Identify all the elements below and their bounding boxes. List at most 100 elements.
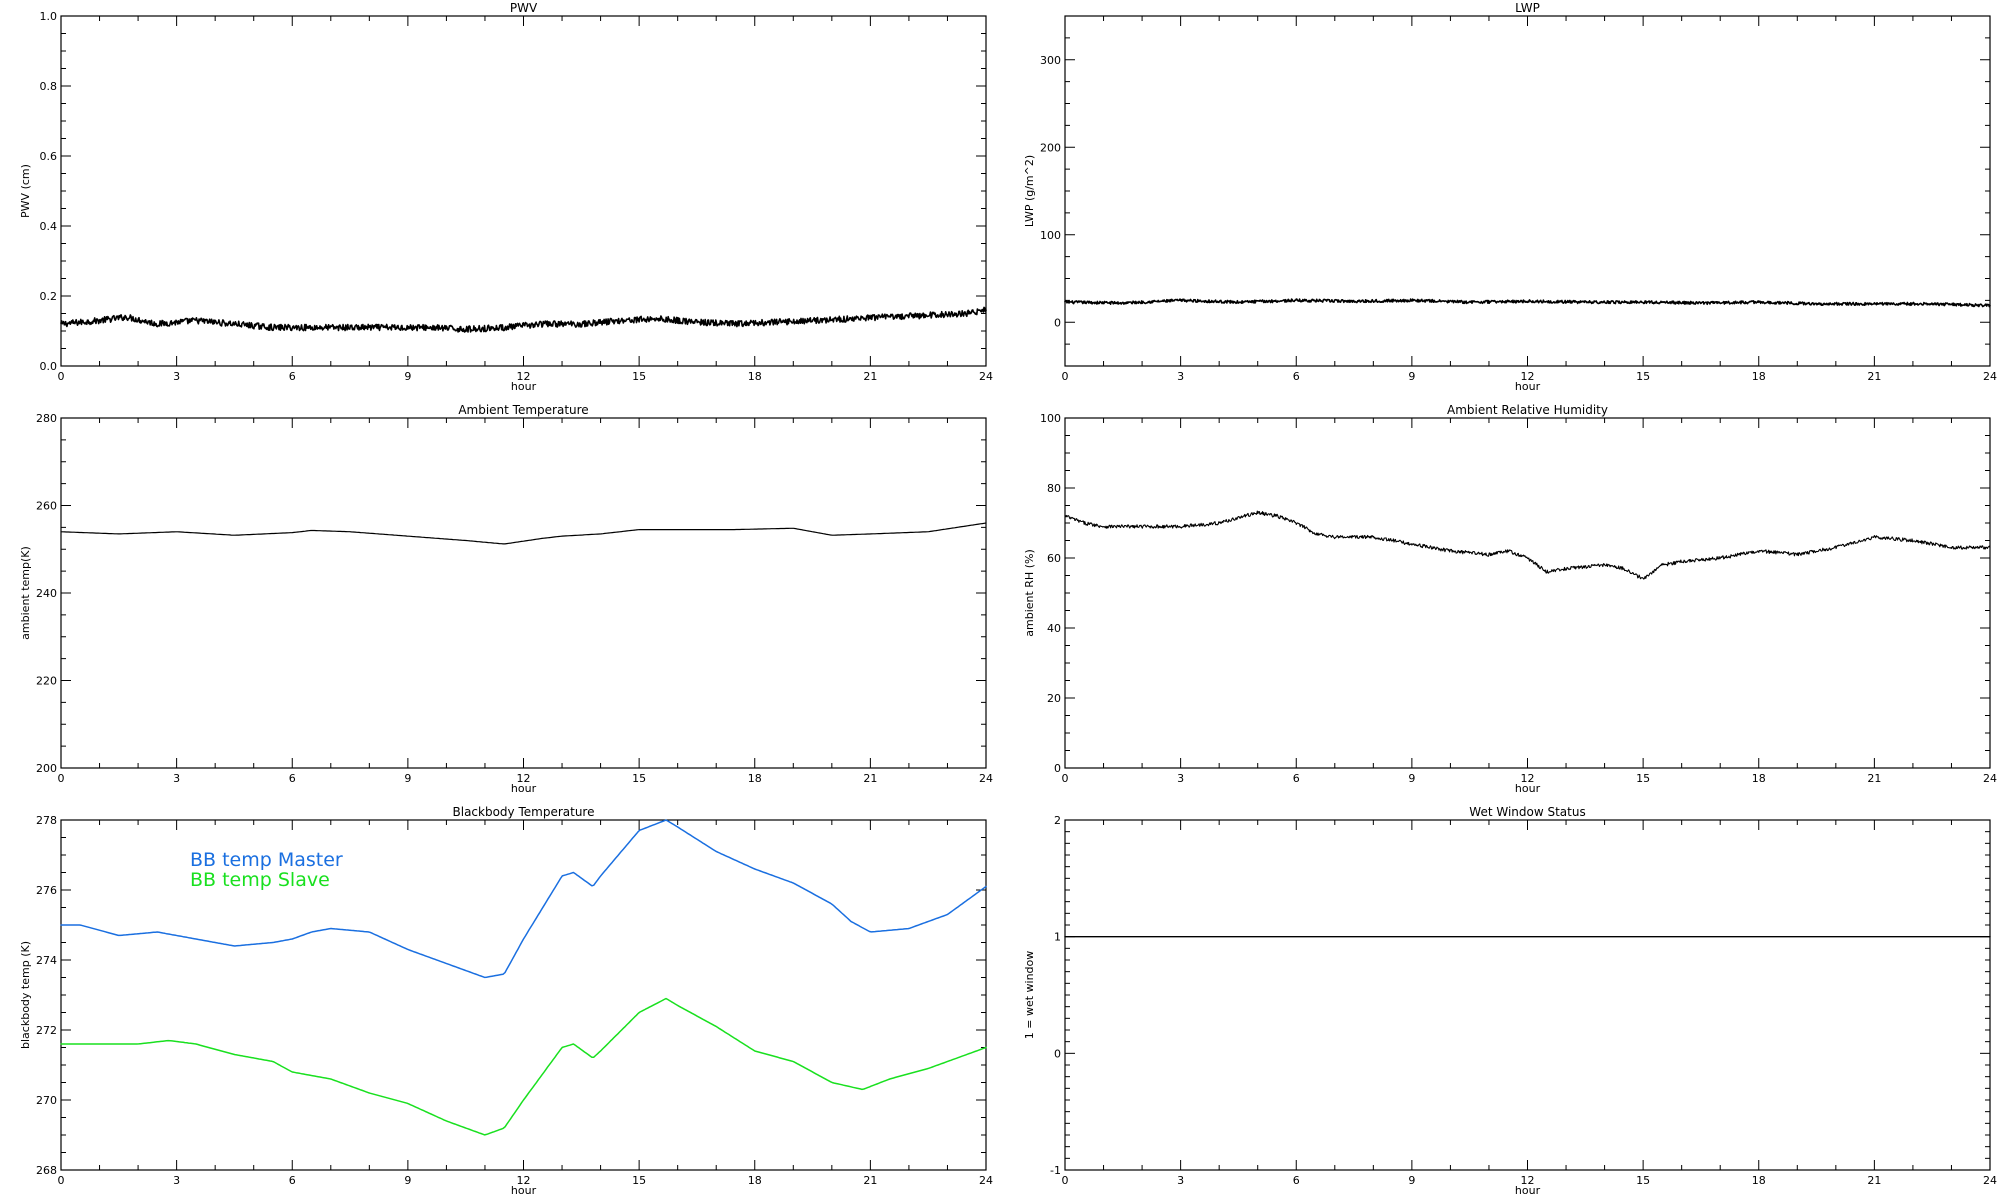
x-tick-label: 12 bbox=[517, 772, 531, 785]
series-line-lwp bbox=[1064, 298, 1991, 308]
y-tick-label: 240 bbox=[36, 587, 57, 600]
y-tick-label: 200 bbox=[1040, 141, 1061, 154]
legend-entry: BB temp Slave bbox=[190, 869, 330, 891]
x-tick-label: 21 bbox=[863, 370, 877, 383]
x-tick-label: 18 bbox=[1752, 370, 1766, 383]
x-tick-label: 9 bbox=[1408, 772, 1415, 785]
y-tick-label: 100 bbox=[1040, 229, 1061, 242]
x-tick-label: 0 bbox=[1062, 370, 1069, 383]
x-tick-label: 21 bbox=[1867, 370, 1881, 383]
chart-title: Blackbody Temperature bbox=[453, 805, 595, 819]
chart-title: Ambient Temperature bbox=[458, 403, 588, 417]
chart-pwv: PWV 0 3 6 9 12 15 18 21 24 0.0 0.2 0.4 0.6 0.8 1.0 hour P… bbox=[19, 1, 993, 393]
series-line-ambient-rh bbox=[1064, 510, 1991, 580]
x-tick-label: 24 bbox=[979, 772, 993, 785]
x-tick-label: 0 bbox=[1062, 1174, 1069, 1187]
y-tick-label: 0 bbox=[1054, 762, 1061, 775]
y-axis-label: ambient temp(K) bbox=[19, 546, 32, 640]
y-tick-label: 0.2 bbox=[40, 290, 58, 303]
y-tick-label: 280 bbox=[36, 412, 57, 425]
x-tick-label: 6 bbox=[289, 370, 296, 383]
x-tick-label: 9 bbox=[1408, 370, 1415, 383]
y-tick-label: 220 bbox=[36, 675, 57, 688]
x-tick-label: 12 bbox=[1521, 370, 1535, 383]
x-axis-label: hour bbox=[511, 782, 537, 795]
x-tick-label: 15 bbox=[632, 1174, 646, 1187]
x-axis-label: hour bbox=[1515, 782, 1541, 795]
x-axis-label: hour bbox=[1515, 380, 1541, 393]
y-tick-label: 20 bbox=[1047, 692, 1061, 705]
x-tick-label: 9 bbox=[404, 1174, 411, 1187]
y-tick-label: 100 bbox=[1040, 412, 1061, 425]
x-tick-label: 6 bbox=[1293, 370, 1300, 383]
x-tick-label: 21 bbox=[1867, 1174, 1881, 1187]
y-axis-label: LWP (g/m^2) bbox=[1023, 155, 1036, 227]
x-tick-label: 0 bbox=[58, 370, 65, 383]
legend-entry: BB temp Master bbox=[190, 849, 343, 871]
chart-title: Ambient Relative Humidity bbox=[1447, 403, 1608, 417]
y-tick-label: 80 bbox=[1047, 482, 1061, 495]
x-tick-label: 9 bbox=[1408, 1174, 1415, 1187]
chart-blackbody-temp: Blackbody Temperature 0 3 6 9 12 15 18 21 24 268 27… bbox=[19, 805, 993, 1197]
x-tick-label: 12 bbox=[517, 370, 531, 383]
x-tick-label: 9 bbox=[404, 772, 411, 785]
series-line-pwv bbox=[60, 306, 987, 333]
x-tick-label: 15 bbox=[1636, 370, 1650, 383]
chart-ambient-rh: Ambient Relative Humidity 0 3 6 9 12 15 18 21 24 0… bbox=[1023, 403, 1997, 795]
x-tick-label: 3 bbox=[1177, 1174, 1184, 1187]
y-tick-label: 278 bbox=[36, 814, 57, 827]
y-tick-label: 0.6 bbox=[40, 150, 58, 163]
y-tick-label: 60 bbox=[1047, 552, 1061, 565]
y-tick-label: 272 bbox=[36, 1024, 57, 1037]
y-tick-label: 40 bbox=[1047, 622, 1061, 635]
x-tick-label: 3 bbox=[173, 772, 180, 785]
x-tick-label: 18 bbox=[748, 370, 762, 383]
x-tick-label: 0 bbox=[1062, 772, 1069, 785]
x-tick-label: 21 bbox=[863, 1174, 877, 1187]
y-axis-label: 1 = wet window bbox=[1023, 951, 1036, 1040]
y-tick-label: 260 bbox=[36, 500, 57, 513]
y-tick-label: 0 bbox=[1054, 316, 1061, 329]
series-line-ambient-temp bbox=[60, 522, 987, 545]
x-tick-label: 15 bbox=[1636, 772, 1650, 785]
y-tick-label: 268 bbox=[36, 1164, 57, 1177]
x-tick-label: 12 bbox=[517, 1174, 531, 1187]
x-tick-label: 24 bbox=[1983, 370, 1997, 383]
x-tick-label: 24 bbox=[1983, 772, 1997, 785]
x-tick-label: 12 bbox=[1521, 772, 1535, 785]
x-tick-label: 24 bbox=[979, 1174, 993, 1187]
y-tick-label: 1 bbox=[1054, 931, 1061, 944]
x-tick-label: 6 bbox=[289, 1174, 296, 1187]
y-tick-label: 274 bbox=[36, 954, 57, 967]
x-axis-label: hour bbox=[511, 1184, 537, 1197]
x-tick-label: 18 bbox=[1752, 772, 1766, 785]
y-axis-label: ambient RH (%) bbox=[1023, 549, 1036, 637]
x-tick-label: 21 bbox=[1867, 772, 1881, 785]
x-tick-label: 15 bbox=[632, 772, 646, 785]
x-tick-label: 6 bbox=[1293, 772, 1300, 785]
x-tick-label: 15 bbox=[632, 370, 646, 383]
x-tick-label: 6 bbox=[1293, 1174, 1300, 1187]
chart-title: LWP bbox=[1515, 1, 1540, 15]
y-tick-label: 1.0 bbox=[40, 10, 58, 23]
x-tick-label: 3 bbox=[1177, 772, 1184, 785]
chart-ambient-temp: Ambient Temperature 0 3 6 9 12 15 18 21 24 200 220 2… bbox=[19, 403, 993, 795]
y-tick-label: 0 bbox=[1054, 1047, 1061, 1060]
x-tick-label: 12 bbox=[1521, 1174, 1535, 1187]
x-tick-label: 24 bbox=[979, 370, 993, 383]
y-tick-label: 276 bbox=[36, 884, 57, 897]
chart-title: Wet Window Status bbox=[1469, 805, 1585, 819]
y-axis-label: blackbody temp (K) bbox=[19, 941, 32, 1049]
series-line-bb-temp-master bbox=[60, 819, 987, 979]
chart-title: PWV bbox=[510, 1, 538, 15]
x-tick-label: 21 bbox=[863, 772, 877, 785]
series-line-bb-temp-slave bbox=[60, 997, 987, 1136]
y-tick-label: 200 bbox=[36, 762, 57, 775]
y-tick-label: 2 bbox=[1054, 814, 1061, 827]
y-tick-label: 0.0 bbox=[40, 360, 58, 373]
x-tick-label: 9 bbox=[404, 370, 411, 383]
x-tick-label: 24 bbox=[1983, 1174, 1997, 1187]
y-tick-label: 0.8 bbox=[40, 80, 58, 93]
